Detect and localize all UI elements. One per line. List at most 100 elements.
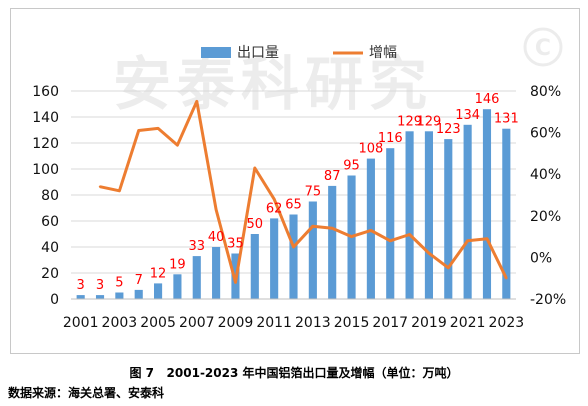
bar-exports	[366, 158, 375, 299]
bar-data-label: 3	[96, 278, 104, 293]
y-right-tick-label: 20%	[530, 209, 561, 225]
bar-exports	[386, 148, 395, 299]
copyright-icon	[523, 27, 563, 67]
line-point	[137, 129, 140, 132]
bar-data-label: 95	[343, 159, 360, 174]
chart-frame: 安泰科研究 C 3 3 5 7 12 19 33 40 35 50 62 65 75 87 95 108 116…	[10, 8, 580, 354]
bar-data-label: 87	[324, 169, 341, 184]
y-left-tick-label: 0	[50, 292, 59, 308]
line-point	[176, 143, 179, 147]
bar-exports	[308, 201, 317, 299]
watermark-text: 安泰科研究	[113, 50, 433, 118]
y-left-tick-label: 60	[41, 214, 59, 230]
bar-data-label: 7	[135, 273, 143, 288]
x-tick-label: 2023	[489, 315, 525, 331]
y-left-tick-label: 160	[32, 84, 59, 100]
line-point	[350, 235, 353, 238]
bar-data-label: 129	[417, 114, 442, 129]
figure-caption: 图 7 2001-2023 年中国铝箔出口量及增幅（单位：万吨）	[129, 366, 459, 380]
x-tick-label: 2013	[295, 315, 331, 331]
legend-label-growth: 增幅	[369, 45, 397, 61]
line-growth	[99, 99, 508, 284]
bar-data-label: 116	[378, 131, 403, 146]
bar-exports	[134, 289, 143, 299]
line-point	[466, 239, 469, 242]
bar-data-label: 131	[494, 112, 519, 127]
bar-data-label: 19	[169, 257, 186, 272]
x-tick-label: 2017	[372, 315, 408, 331]
line-point	[389, 239, 392, 242]
bar-exports	[76, 295, 85, 299]
bar-data-label: 5	[115, 276, 123, 291]
bar-exports	[115, 292, 124, 299]
bar-data-label: 33	[188, 239, 205, 254]
y-left-tick-label: 20	[41, 266, 59, 282]
bar-exports	[482, 109, 492, 299]
legend: 出口量 增幅	[201, 45, 397, 61]
line-point	[427, 252, 431, 255]
y-right-tick-label: 80%	[530, 84, 561, 100]
bar-exports	[463, 124, 472, 299]
line-point	[214, 208, 218, 211]
line-point	[330, 227, 334, 230]
bar-exports	[270, 218, 279, 299]
bar-exports	[173, 274, 182, 299]
line-point	[505, 277, 508, 280]
x-tick-label: 2005	[140, 315, 176, 331]
watermark: 安泰科研究 C	[113, 27, 563, 118]
y-left-tick-label: 100	[32, 162, 59, 178]
x-tick-label: 2003	[102, 315, 138, 331]
y-left-tick-label: 140	[32, 110, 59, 126]
bar-data-label: 146	[475, 92, 500, 107]
line-point	[98, 185, 102, 188]
line-point	[369, 229, 373, 232]
x-tick-label: 2009	[218, 315, 254, 331]
bar-data-label: 129	[397, 114, 422, 129]
y-left-tick-label: 40	[41, 240, 59, 256]
bar-data-label: 75	[305, 185, 322, 200]
line-point	[292, 245, 295, 249]
bar-data-label: 62	[266, 201, 283, 216]
y-left-tick-label: 120	[32, 136, 59, 152]
line-point	[195, 100, 198, 103]
line-point	[156, 127, 160, 130]
line-point	[447, 266, 450, 269]
legend-label-exports: 出口量	[237, 45, 279, 61]
x-tick-label: 2015	[334, 315, 370, 331]
y-right-tick-label: 60%	[530, 126, 561, 142]
line-point	[311, 225, 315, 228]
bar-exports	[212, 247, 221, 299]
bar-data-label: 50	[247, 217, 264, 232]
bar-exports	[250, 234, 259, 299]
line-point	[253, 166, 257, 170]
x-tick-label: 2007	[179, 315, 215, 331]
bar-data-label: 12	[150, 266, 167, 281]
x-tick-label: 2021	[450, 315, 486, 331]
bar-data-label: 65	[285, 198, 302, 213]
bar-exports	[95, 295, 105, 299]
y-right-tick-label: 0%	[530, 250, 552, 266]
bar-exports	[424, 131, 433, 299]
line-point	[485, 237, 489, 240]
bar-exports	[154, 283, 163, 299]
bar-data-label: 123	[436, 122, 461, 137]
x-tick-label: 2019	[411, 315, 447, 331]
bar-exports	[328, 185, 337, 299]
bar-data-label: 134	[455, 108, 480, 123]
x-tick-label: 2011	[256, 315, 292, 331]
x-tick-label: 2001	[63, 315, 99, 331]
legend-swatch-exports	[201, 47, 231, 58]
bar-data-label: 3	[77, 278, 85, 293]
copyright-icon-c: C	[535, 36, 551, 61]
bar-exports	[444, 139, 453, 299]
line-point	[272, 197, 276, 201]
bar-exports	[502, 128, 511, 299]
line-point	[234, 281, 237, 284]
y-left-tick-label: 80	[41, 188, 59, 204]
y-right-tick-label: 40%	[530, 167, 561, 183]
line-point	[408, 233, 411, 236]
y-right-tick-label: -20%	[530, 292, 566, 308]
bar-exports	[405, 131, 414, 299]
bar-exports	[289, 214, 298, 299]
